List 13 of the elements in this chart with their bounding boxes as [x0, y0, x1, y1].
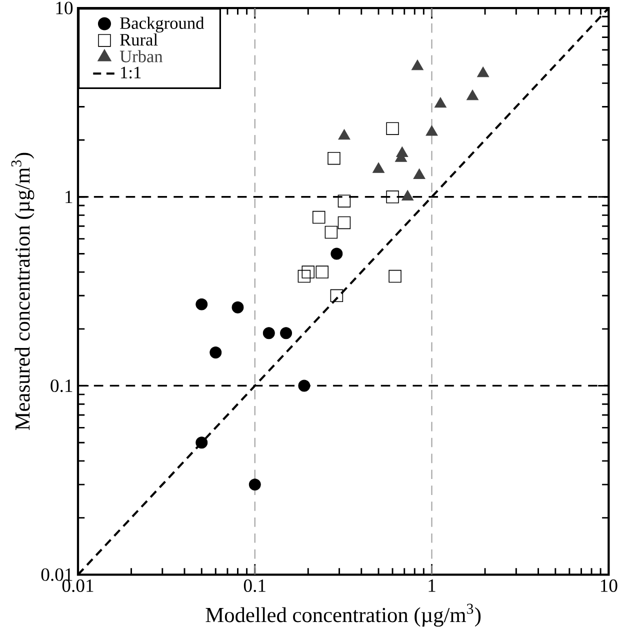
x-tick-label: 0.1 [244, 579, 266, 592]
x-axis-title: Modelled concentration (µg/m$^{3}$) [206, 604, 481, 627]
y-tick-label: 1 [66, 190, 72, 204]
x-tick-label: 1 [428, 579, 436, 592]
y-tick-label: 0.1 [50, 379, 72, 392]
legend-label: Urban [120, 50, 163, 62]
y-tick-label: 10 [56, 2, 73, 14]
legend-label: 1:1 [121, 66, 141, 78]
legend-label: Background [120, 16, 204, 33]
legend-label: Rural [120, 33, 158, 46]
x-tick-label: 10 [600, 579, 618, 592]
y-tick-label: 0.01 [41, 568, 72, 582]
y-axis-title: Measured concentration (µg/m$^{3}$) [11, 152, 34, 430]
